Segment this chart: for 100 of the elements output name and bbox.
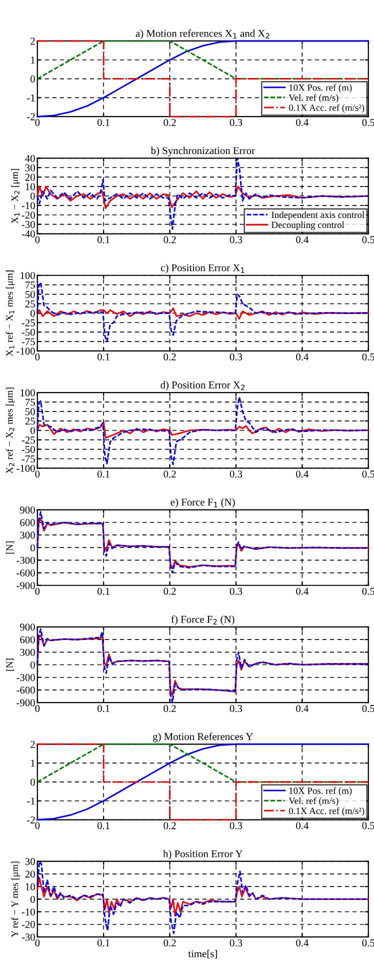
y-axis-title: [N] — [6, 542, 14, 554]
y-tick-label: -50 — [22, 328, 35, 336]
chart-title: b) Synchronization Error — [150, 146, 255, 156]
y-tick-label: 50 — [26, 290, 35, 298]
x-tick-label: 0.3 — [230, 704, 242, 712]
y-tick-label: 0 — [30, 896, 35, 903]
legend-label: Independent axis control — [272, 211, 364, 220]
y-tick-label: -10 — [22, 202, 35, 210]
y-tick-label: -900 — [16, 699, 35, 706]
y-tick-label: 0 — [30, 192, 35, 200]
y-tick-label: 40 — [25, 154, 35, 162]
y-tick-label: 20 — [25, 174, 35, 181]
y-tick-label: -100 — [16, 348, 35, 355]
y-tick-label: 2 — [30, 38, 35, 45]
y-tick-label: -900 — [16, 582, 35, 590]
line-series — [36, 517, 370, 570]
y-tick-label: 300 — [20, 648, 35, 656]
line-series — [36, 628, 370, 704]
y-axis-title: X$_{1}$ − X$_{2}$ [μm] — [11, 169, 20, 224]
y-tick-label: 25 — [25, 418, 35, 425]
y-tick-label: -75 — [22, 456, 35, 462]
y-tick-label: 0 — [30, 75, 35, 83]
y-tick-label: -25 — [22, 436, 35, 444]
y-tick-label: 25 — [25, 300, 35, 308]
y-tick-label: 0 — [30, 310, 35, 317]
y-tick-label: 10 — [26, 883, 35, 890]
y-tick-label: 10 — [26, 183, 35, 190]
x-tick-label: 0.1 — [97, 588, 110, 595]
chart-title: h) Position Error Y — [163, 850, 243, 860]
y-tick-label: 20 — [25, 870, 35, 878]
y-tick-label: -100 — [16, 464, 35, 472]
x-tick-label: 0.5 — [362, 588, 374, 595]
line-series — [36, 281, 370, 342]
legend-label: 0.1X Acc. ref (m/s²) — [288, 104, 364, 113]
x-tick-label: 0.1 — [97, 470, 110, 478]
y-tick-label: 0 — [30, 427, 35, 434]
line-series — [36, 40, 370, 118]
legend-label: Vel. ref (m/s) — [288, 797, 338, 806]
y-axis-title: Y ref − Y mes [μm] — [11, 862, 20, 938]
x-tick-label: 0.4 — [296, 353, 309, 360]
y-tick-label: -1 — [27, 94, 35, 102]
y-tick-label: 100 — [20, 389, 35, 396]
y-tick-label: 100 — [20, 272, 35, 280]
y-tick-label: -2 — [27, 816, 35, 824]
x-tick-label: 0.3 — [230, 118, 242, 126]
x-tick-label: 0.4 — [296, 822, 309, 830]
y-axis-title: X$_{2}$ ref − X$_{2}$ mes [μm] — [6, 388, 15, 474]
legend-label: 0.1X Acc. ref (m/s²) — [288, 807, 364, 816]
chart-title: a) Motion references X$_{1}$ and X$_{2}$ — [136, 29, 270, 39]
y-tick-label: 30 — [25, 858, 35, 866]
y-tick-label: 75 — [26, 398, 35, 406]
line-series — [36, 876, 370, 916]
y-tick-label: 0 — [30, 544, 35, 552]
x-tick-label: 0.4 — [296, 118, 309, 126]
x-tick-label: 0.5 — [362, 822, 374, 830]
x-tick-label: 0.2 — [164, 822, 176, 830]
x-tick-label: 0.5 — [362, 236, 374, 244]
y-tick-label: 0 — [30, 778, 35, 786]
y-tick-label: -50 — [22, 446, 35, 453]
x-tick-label: 0.3 — [230, 588, 242, 595]
y-tick-label: 600 — [20, 636, 35, 644]
x-tick-label: 0.2 — [164, 939, 176, 946]
x-tick-label: 0.5 — [362, 470, 374, 478]
chart-title: g) Motion References Y — [153, 732, 253, 742]
x-tick-label: 0.3 — [230, 939, 242, 946]
line-series — [36, 860, 370, 934]
y-tick-label: 1 — [31, 760, 35, 767]
y-tick-label: 900 — [20, 506, 35, 514]
x-tick-label: 0.4 — [296, 939, 309, 946]
x-tick-label: 0.2 — [164, 353, 176, 360]
line-series — [36, 743, 370, 821]
y-axis-title: [N] — [6, 658, 14, 671]
x-tick-label: 0.2 — [164, 470, 176, 478]
y-tick-label: 0 — [30, 661, 35, 668]
chart-title: e) Force F$_{1}$ (N) — [170, 498, 235, 508]
x-tick-label: 0.5 — [362, 939, 374, 946]
x-tick-label: 0.4 — [296, 470, 309, 478]
x-tick-label: 0.5 — [362, 353, 374, 360]
chart-title: c) Position Error X$_{1}$ — [161, 264, 244, 274]
y-tick-label: -75 — [22, 338, 35, 346]
legend-label: 10X Pos. ref (m) — [289, 787, 352, 796]
y-tick-label: -20 — [22, 212, 35, 219]
y-tick-label: -30 — [22, 221, 35, 228]
x-tick-label: 0.4 — [296, 704, 309, 712]
x-tick-label: 0.1 — [97, 704, 110, 712]
legend-label: 10X Pos. ref (m) — [289, 84, 352, 93]
x-tick-label: 0.1 — [97, 822, 110, 830]
x-tick-label: 0.3 — [230, 236, 242, 244]
x-tick-label: 0.2 — [164, 236, 176, 244]
y-tick-label: -300 — [16, 674, 35, 682]
line-series — [36, 186, 370, 210]
y-tick-label: -30 — [22, 934, 35, 941]
x-tick-label: 0.5 — [362, 704, 374, 712]
legend-label: Vel. ref (m/s) — [288, 94, 338, 103]
x-tick-label: 0.2 — [164, 588, 176, 595]
x-tick-label: 0.2 — [164, 704, 176, 712]
chart-title: d) Position Error X$_{2}$ — [160, 381, 244, 391]
x-tick-label: 0.1 — [97, 353, 110, 360]
y-tick-label: -600 — [16, 686, 35, 694]
y-tick-label: -25 — [22, 319, 35, 326]
